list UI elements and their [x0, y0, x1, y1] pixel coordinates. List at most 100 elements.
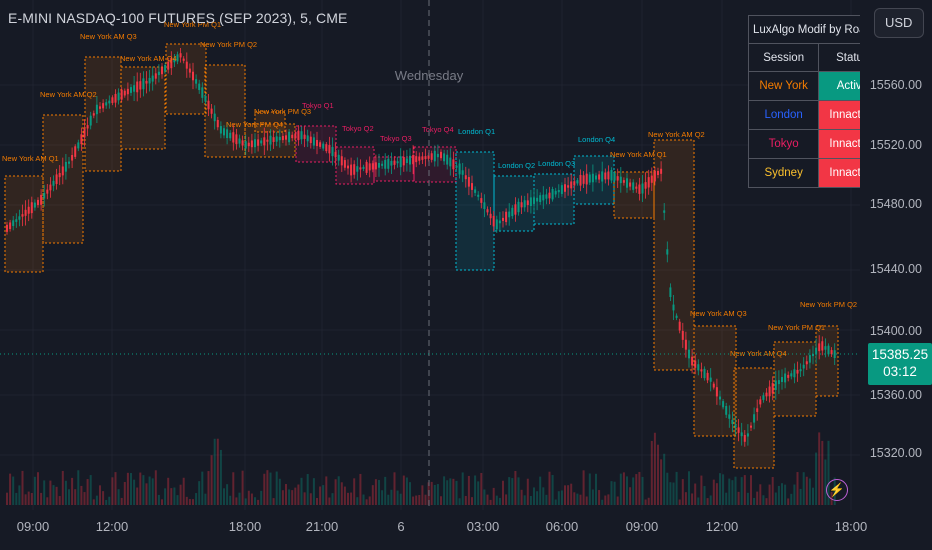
- candle-body: [74, 146, 77, 157]
- volume-bar: [161, 499, 163, 505]
- volume-bar: [77, 470, 80, 505]
- chart-title[interactable]: E-MINI NASDAQ-100 FUTURES (SEP 2023), 5,…: [8, 10, 348, 26]
- volume-bar: [343, 486, 346, 505]
- volume-bar: [663, 453, 666, 505]
- candle-body: [157, 71, 160, 76]
- candle-body: [210, 108, 213, 114]
- volume-bar: [539, 476, 542, 505]
- candle-body: [542, 194, 545, 201]
- price-tick: 15320.00: [869, 446, 922, 460]
- session-box-label: New York AM Q3: [80, 32, 137, 41]
- volume-bar: [350, 492, 353, 505]
- price-tick: 15440.00: [869, 262, 922, 276]
- candle-body: [511, 207, 514, 217]
- volume-bar: [80, 485, 83, 505]
- candle-body: [40, 194, 43, 205]
- volume-bar: [719, 473, 721, 505]
- session-box: [693, 325, 737, 437]
- candle-body: [145, 80, 148, 84]
- session-box: [254, 111, 286, 133]
- candle-body: [328, 145, 331, 154]
- volume-bar: [672, 482, 675, 505]
- volume-bar: [483, 489, 486, 505]
- candle-body: [681, 330, 684, 340]
- candle-body: [694, 360, 697, 368]
- candle-body: [151, 75, 154, 82]
- candle-body: [669, 287, 672, 297]
- volume-bar: [557, 491, 560, 505]
- volume-bar: [595, 473, 597, 505]
- candle-body: [182, 58, 185, 61]
- volume-bar: [632, 477, 635, 505]
- candle-body: [740, 432, 743, 437]
- volume-bar: [765, 498, 768, 505]
- day-label: Wednesday: [394, 68, 464, 83]
- candle-body: [598, 174, 601, 180]
- volume-bar: [244, 498, 247, 505]
- candle-body: [452, 159, 455, 170]
- volume-bar: [207, 471, 210, 505]
- volume-bar: [229, 495, 232, 505]
- volume-bar: [288, 489, 291, 505]
- volume-bar: [27, 491, 30, 505]
- candle-body: [768, 386, 771, 397]
- volume-bar: [495, 495, 498, 505]
- volume-bar: [285, 484, 287, 505]
- volume-bar: [188, 499, 191, 505]
- candle-body: [715, 387, 718, 397]
- candle-body: [232, 132, 235, 143]
- volume-bar: [148, 476, 151, 505]
- candle-body: [291, 134, 294, 139]
- volume-bar: [678, 499, 681, 505]
- candle-body: [505, 211, 508, 223]
- volume-bar: [666, 472, 669, 505]
- candle-body: [467, 177, 470, 187]
- candle-body: [92, 113, 95, 116]
- volume-bar: [598, 490, 601, 505]
- volume-bar: [130, 473, 132, 505]
- volume-bar: [402, 475, 405, 505]
- candle-body: [632, 182, 635, 190]
- volume-bar: [40, 492, 43, 505]
- chart-grid: [0, 0, 860, 510]
- session-name: London: [747, 100, 820, 130]
- session-box-label: New York AM Q4: [120, 54, 177, 63]
- volume-bar: [458, 498, 461, 505]
- candle-body: [539, 195, 542, 203]
- candle-body: [83, 128, 86, 138]
- volume-bar: [604, 495, 607, 505]
- volume-bar: [139, 472, 142, 505]
- volume-bar: [657, 444, 659, 505]
- volume-bar: [58, 496, 61, 505]
- candle-body: [396, 161, 399, 164]
- session-box-label: New York AM Q1: [610, 150, 667, 159]
- candle-body: [381, 163, 384, 166]
- candle-body: [331, 146, 334, 157]
- candle-body: [55, 174, 58, 184]
- price-chart[interactable]: New York AM Q1 New York AM Q2 New York AM …: [0, 0, 860, 510]
- volume-bar: [545, 494, 548, 505]
- volume-bar: [204, 493, 207, 505]
- volume-bar: [247, 490, 250, 505]
- volume-bar: [607, 494, 610, 505]
- currency-button[interactable]: USD: [874, 8, 924, 38]
- volume-bar: [768, 484, 771, 505]
- candlesticks: [6, 47, 836, 447]
- candle-body: [675, 315, 678, 318]
- volume-bar: [371, 485, 374, 505]
- candle-body: [551, 189, 554, 200]
- volume-bar: [359, 473, 362, 505]
- candle-body: [771, 383, 774, 394]
- volume-bar: [105, 499, 108, 505]
- session-box-label: New York AM Q2: [648, 130, 705, 139]
- time-axis[interactable]: 09:00 12:00 18:00 21:00 6 03:00 06:00 09…: [0, 510, 868, 550]
- volume-bar: [347, 492, 349, 505]
- lightning-icon[interactable]: ⚡: [826, 479, 848, 501]
- candle-body: [139, 81, 142, 90]
- price-axis[interactable]: 15560.00 15520.00 15480.00 15440.00 1540…: [860, 0, 932, 550]
- session-box: [373, 156, 415, 182]
- candle-body: [591, 173, 594, 183]
- candle-body: [95, 104, 98, 115]
- volume-bar: [430, 481, 433, 505]
- candle-body: [21, 214, 24, 217]
